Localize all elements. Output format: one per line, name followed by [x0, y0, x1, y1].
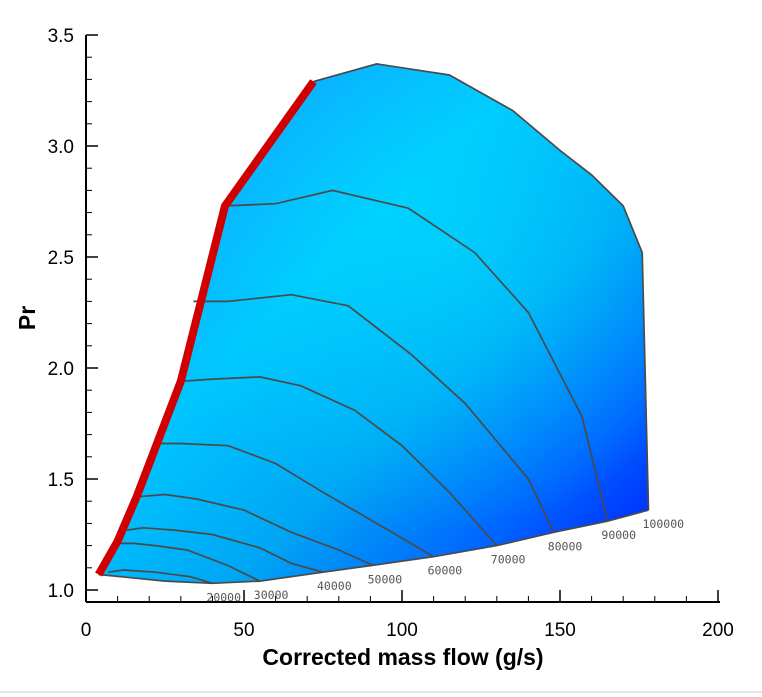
speed-line-70000 — [180, 376, 498, 547]
y-tick-label-2.0: 2.0 — [48, 359, 74, 380]
y-tick-label-3.5: 3.5 — [48, 26, 74, 47]
speed-label-50000: 50000 — [368, 573, 403, 587]
y-tick-label-1.0: 1.0 — [48, 581, 74, 602]
speed-line-40000 — [126, 526, 324, 574]
speed-line-90000 — [224, 189, 609, 522]
x-tick-label-150: 150 — [544, 620, 576, 641]
y-axis-ticks: 1.0 1.5 2.0 2.5 3.0 3.5 — [48, 26, 98, 602]
surge-line-path — [95, 79, 317, 577]
map-region — [98, 63, 649, 584]
y-tick-label-2.5: 2.5 — [48, 248, 74, 269]
speed-lines — [98, 63, 650, 585]
speed-label-90000: 90000 — [601, 528, 636, 542]
speed-label-100000: 100000 — [643, 517, 685, 531]
speed-label-40000: 40000 — [317, 579, 352, 593]
x-tick-label-0: 0 — [81, 620, 92, 641]
speed-line-60000 — [155, 442, 435, 558]
surge-line — [95, 79, 317, 577]
speed-line-20000 — [107, 569, 213, 585]
choke-line — [98, 509, 649, 585]
speed-label-30000: 30000 — [254, 588, 289, 602]
x-tick-label-50: 50 — [233, 620, 254, 641]
speed-label-20000: 20000 — [206, 590, 241, 604]
speed-label-60000: 60000 — [428, 564, 463, 578]
speed-label-80000: 80000 — [548, 539, 583, 553]
x-tick-label-200: 200 — [702, 620, 734, 641]
x-tick-label-100: 100 — [386, 620, 418, 641]
axes: 0 50 100 150 200 1.0 1.5 2.0 2.5 3.0 3.5 — [48, 26, 734, 641]
speed-line-30000 — [117, 542, 261, 582]
y-tick-label-3.0: 3.0 — [48, 137, 74, 158]
speed-line-labels: 20000 30000 40000 50000 60000 70000 80000 90000… — [206, 517, 684, 604]
y-axis-title: Pr — [14, 306, 40, 330]
speed-line-100000 — [313, 63, 650, 511]
speed-line-80000 — [193, 293, 555, 533]
y-tick-label-1.5: 1.5 — [48, 470, 74, 491]
speed-line-50000 — [136, 493, 374, 567]
x-axis-ticks: 0 50 100 150 200 — [81, 590, 734, 641]
speed-label-70000: 70000 — [491, 553, 526, 567]
x-axis-title: Corrected mass flow (g/s) — [262, 644, 543, 670]
map-highlight — [98, 63, 649, 584]
